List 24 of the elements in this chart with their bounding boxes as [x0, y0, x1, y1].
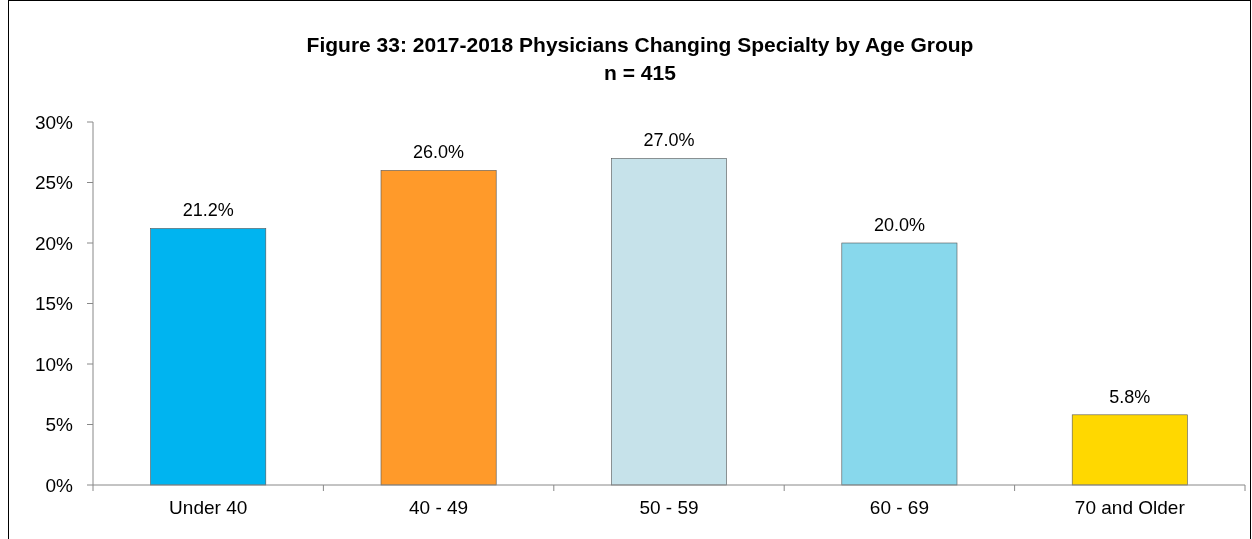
x-tick-label: 50 - 59 — [639, 497, 699, 518]
bar — [841, 242, 958, 486]
bar — [1071, 414, 1188, 486]
x-tick-label: 60 - 69 — [869, 497, 929, 518]
bar — [150, 228, 267, 486]
data-label: 21.2% — [182, 200, 234, 221]
y-tick-label: 30% — [34, 111, 74, 133]
bar — [611, 158, 727, 486]
chart-title: Figure 33: 2017-2018 Physicians Changing Specialty by Age Group — [306, 33, 974, 56]
y-tick-label: 0% — [45, 474, 74, 496]
data-label: 26.0% — [413, 142, 465, 163]
y-tick-label: 15% — [34, 293, 74, 315]
data-label: 5.8% — [1109, 386, 1151, 407]
x-tick-label: 40 - 49 — [409, 497, 469, 518]
y-tick-label: 25% — [34, 172, 74, 194]
x-tick-label: Under 40 — [169, 497, 248, 518]
y-tick-label: 10% — [34, 353, 74, 375]
y-tick-label: 5% — [45, 414, 74, 436]
data-label: 20.0% — [873, 215, 925, 235]
y-tick-label: 20% — [34, 232, 74, 254]
x-tick-label: 70 and Older — [1074, 497, 1186, 518]
bar — [380, 170, 497, 486]
chart-subtitle: n = 415 — [604, 61, 677, 84]
data-label: 27.0% — [643, 130, 695, 151]
